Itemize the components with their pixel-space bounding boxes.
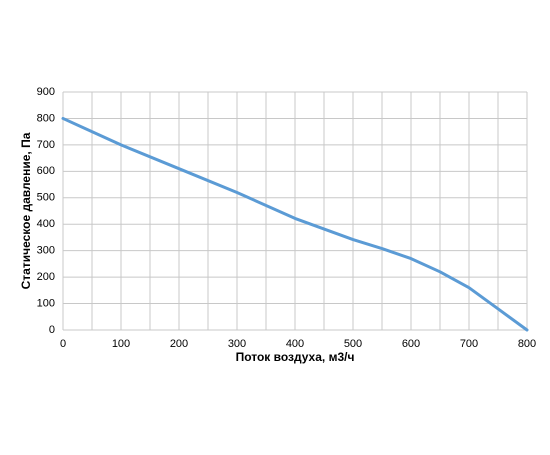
y-tick-label: 700 [37, 139, 55, 151]
x-tick-label: 600 [402, 338, 420, 350]
line-series [61, 116, 529, 332]
y-tick-label: 300 [37, 245, 55, 257]
y-tick-label: 600 [37, 165, 55, 177]
x-tick-label: 100 [112, 338, 130, 350]
y-tick-label: 0 [49, 324, 55, 336]
y-tick-label: 900 [37, 86, 55, 98]
x-tick-label: 0 [60, 338, 66, 350]
y-axis-title: Статическое давление, Па [19, 132, 33, 289]
x-tick-label: 300 [228, 338, 246, 350]
y-tick-label: 800 [37, 112, 55, 124]
x-tick-label: 200 [170, 338, 188, 350]
x-axis-title: Поток воздуха, м3/ч [236, 350, 355, 364]
y-tick-label: 400 [37, 218, 55, 230]
y-tick-label: 500 [37, 192, 55, 204]
x-tick-label: 400 [286, 338, 304, 350]
x-tick-label: 800 [518, 338, 536, 350]
x-tick-label: 700 [460, 338, 478, 350]
y-tick-label: 200 [37, 271, 55, 283]
x-tick-label: 500 [344, 338, 362, 350]
y-tick-label: 100 [37, 297, 55, 309]
